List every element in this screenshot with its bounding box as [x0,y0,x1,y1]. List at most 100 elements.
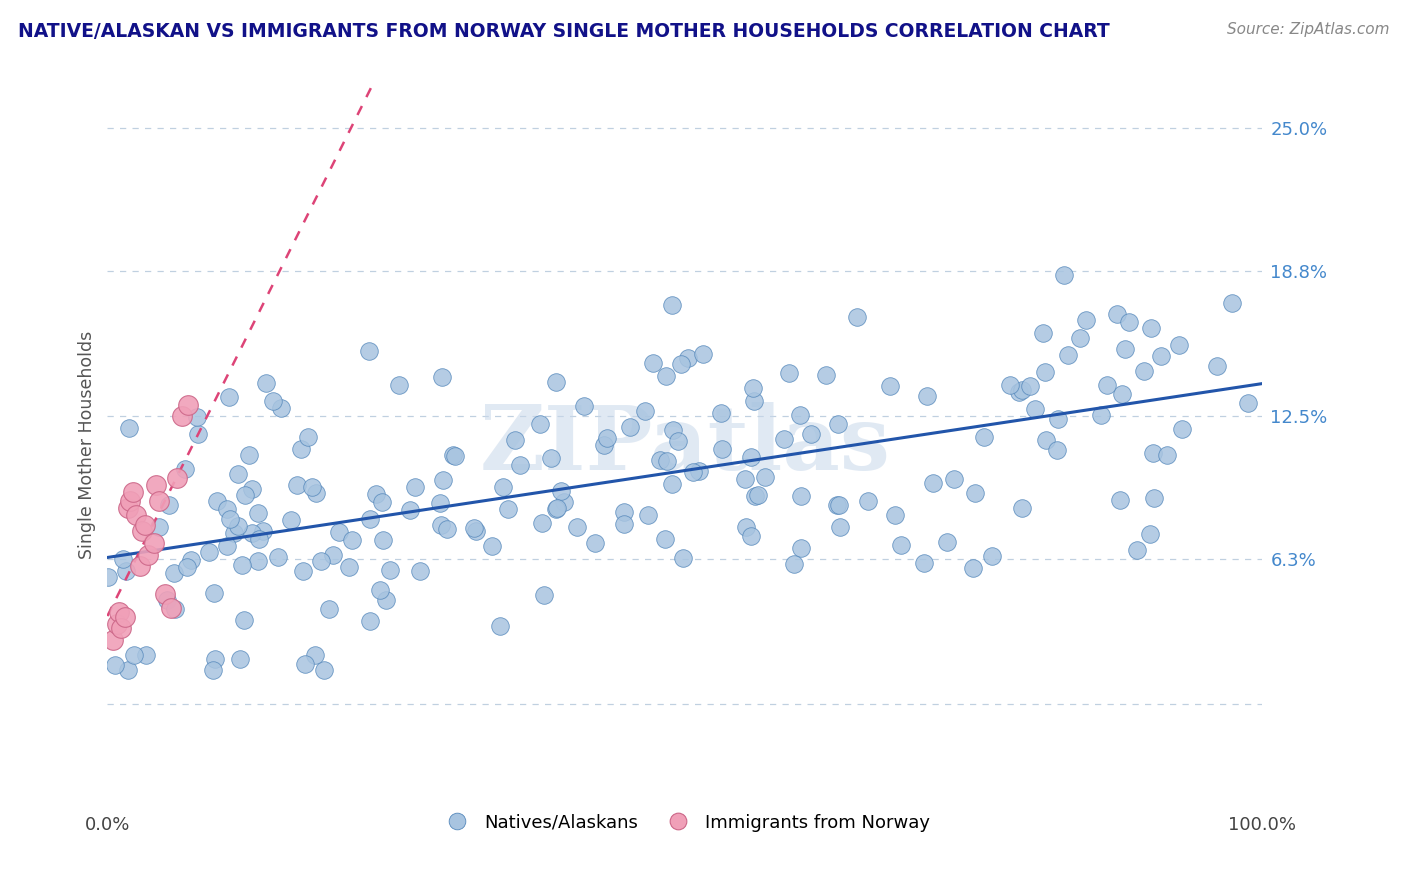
Natives/Alaskans [754,469,776,483]
Natives/Alaskans [290,442,312,456]
Natives/Alaskans [789,408,811,422]
Immigrants from Norway [121,485,143,500]
Natives/Alaskans [1046,443,1069,458]
Natives/Alaskans [148,520,170,534]
Natives/Alaskans [492,480,515,494]
Natives/Alaskans [595,432,617,446]
Natives/Alaskans [1205,359,1227,374]
Natives/Alaskans [546,375,568,389]
Natives/Alaskans [375,593,398,607]
Natives/Alaskans [546,501,568,516]
Natives/Alaskans [103,657,125,672]
Natives/Alaskans [165,602,187,616]
Natives/Alaskans [226,519,249,533]
Natives/Alaskans [217,539,239,553]
Natives/Alaskans [292,564,315,578]
Natives/Alaskans [1126,543,1149,558]
Natives/Alaskans [740,529,762,543]
Natives/Alaskans [267,549,290,564]
Natives/Alaskans [613,505,636,519]
Natives/Alaskans [186,410,208,425]
Natives/Alaskans [827,417,849,432]
Text: NATIVE/ALASKAN VS IMMIGRANTS FROM NORWAY SINGLE MOTHER HOUSEHOLDS CORRELATION CH: NATIVE/ALASKAN VS IMMIGRANTS FROM NORWAY… [18,22,1109,41]
Natives/Alaskans [226,467,249,481]
Natives/Alaskans [742,381,765,395]
Immigrants from Norway [128,559,150,574]
Natives/Alaskans [404,479,426,493]
Natives/Alaskans [661,298,683,312]
Natives/Alaskans [773,432,796,446]
Immigrants from Norway [153,587,176,601]
Natives/Alaskans [637,508,659,522]
Natives/Alaskans [498,501,520,516]
Natives/Alaskans [285,477,308,491]
Natives/Alaskans [879,379,901,393]
Natives/Alaskans [280,513,302,527]
Natives/Alaskans [232,613,254,627]
Natives/Alaskans [117,663,139,677]
Immigrants from Norway [125,508,148,523]
Natives/Alaskans [790,489,813,503]
Natives/Alaskans [936,535,959,549]
Natives/Alaskans [669,358,692,372]
Natives/Alaskans [252,524,274,538]
Natives/Alaskans [328,525,350,540]
Natives/Alaskans [846,310,869,324]
Natives/Alaskans [1237,395,1260,409]
Natives/Alaskans [583,536,606,550]
Natives/Alaskans [1118,315,1140,329]
Immigrants from Norway [108,605,131,619]
Immigrants from Norway [166,471,188,485]
Natives/Alaskans [1011,383,1033,397]
Natives/Alaskans [1140,321,1163,335]
Natives/Alaskans [180,553,202,567]
Immigrants from Norway [101,632,124,647]
Natives/Alaskans [118,421,141,435]
Immigrants from Norway [136,548,159,562]
Text: Source: ZipAtlas.com: Source: ZipAtlas.com [1226,22,1389,37]
Immigrants from Norway [110,621,132,635]
Natives/Alaskans [509,458,531,473]
Natives/Alaskans [1111,387,1133,401]
Natives/Alaskans [370,495,392,509]
Natives/Alaskans [922,475,945,490]
Natives/Alaskans [654,532,676,546]
Natives/Alaskans [529,417,551,432]
Natives/Alaskans [1032,326,1054,341]
Natives/Alaskans [856,493,879,508]
Immigrants from Norway [120,494,142,508]
Natives/Alaskans [247,507,270,521]
Natives/Alaskans [565,520,588,534]
Natives/Alaskans [735,520,758,534]
Natives/Alaskans [550,483,572,498]
Natives/Alaskans [219,512,242,526]
Natives/Alaskans [359,615,381,629]
Natives/Alaskans [672,551,695,566]
Natives/Alaskans [207,494,229,508]
Natives/Alaskans [387,378,409,392]
Natives/Alaskans [965,486,987,500]
Natives/Alaskans [173,461,195,475]
Natives/Alaskans [1150,349,1173,363]
Natives/Alaskans [436,522,458,536]
Immigrants from Norway [172,409,194,424]
Natives/Alaskans [1170,422,1192,436]
Natives/Alaskans [305,486,328,500]
Natives/Alaskans [222,526,245,541]
Natives/Alaskans [1133,364,1156,378]
Immigrants from Norway [117,501,139,516]
Natives/Alaskans [294,657,316,672]
Natives/Alaskans [915,389,938,403]
Natives/Alaskans [489,618,512,632]
Immigrants from Norway [114,609,136,624]
Natives/Alaskans [530,516,553,530]
Natives/Alaskans [157,498,180,512]
Natives/Alaskans [1007,384,1029,399]
Natives/Alaskans [122,648,145,663]
Natives/Alaskans [1156,448,1178,462]
Natives/Alaskans [1143,491,1166,505]
Natives/Alaskans [229,652,252,666]
Natives/Alaskans [342,533,364,547]
Text: ZIPatlas: ZIPatlas [479,401,890,489]
Natives/Alaskans [1057,348,1080,362]
